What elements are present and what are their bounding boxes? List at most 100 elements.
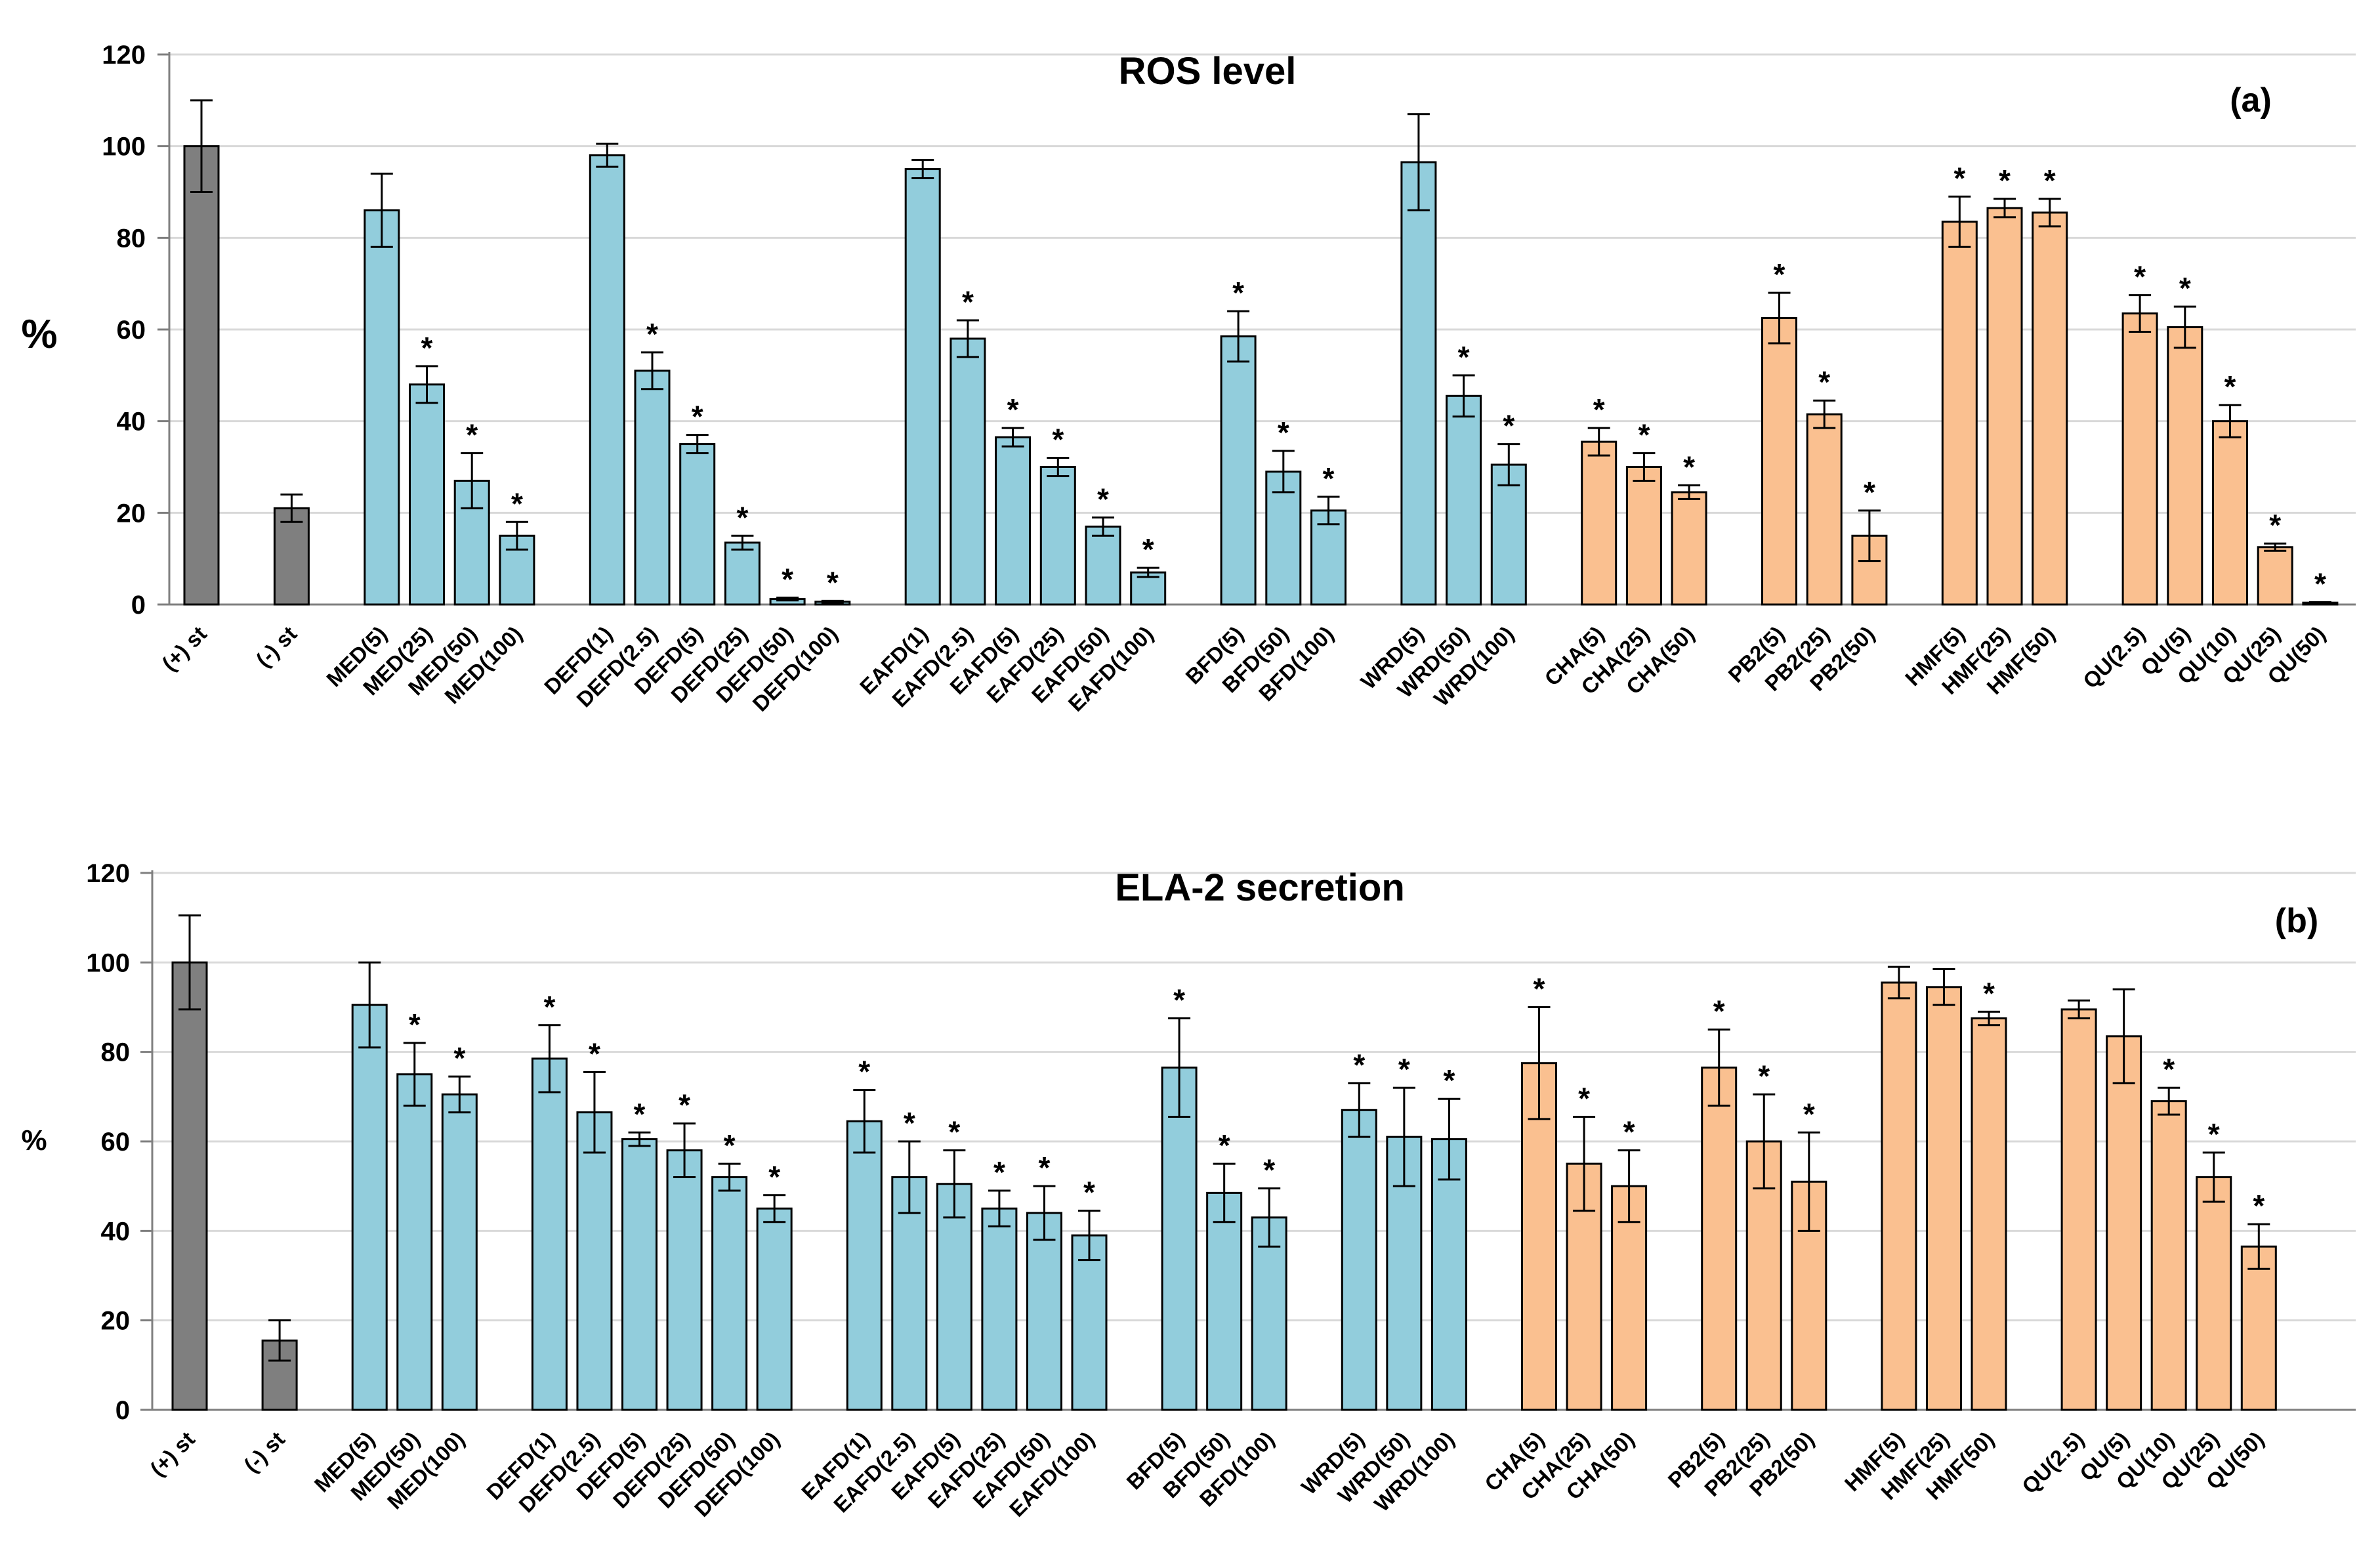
chart2-y-tick-label: 0 — [115, 1396, 130, 1425]
chart2-significance-marker: * — [409, 1008, 421, 1042]
chart1-significance-marker: * — [421, 331, 433, 365]
chart2-significance-marker: * — [634, 1097, 646, 1131]
chart1-significance-marker: * — [782, 562, 793, 597]
chart2-y-tick-label: 80 — [101, 1038, 131, 1067]
chart2-bar — [981, 1207, 1018, 1411]
chart2-bar — [1971, 1017, 2007, 1411]
chart1-y-tick-label: 20 — [117, 499, 146, 528]
chart1-significance-marker: * — [1142, 532, 1154, 566]
chart2-significance-marker: * — [768, 1160, 780, 1194]
chart2-significance-marker: * — [1398, 1052, 1410, 1086]
chart2-category-label: (-) st — [239, 1427, 289, 1477]
chart1-bar — [2121, 312, 2158, 606]
chart1-bar — [2167, 326, 2203, 606]
chart2-significance-marker: * — [543, 990, 555, 1024]
chart1-bar — [904, 168, 941, 606]
chart1-bar — [1220, 335, 1257, 606]
chart2-significance-marker: * — [904, 1106, 915, 1140]
chart2-bar — [2240, 1245, 2277, 1411]
chart1-y-tick-label: 40 — [117, 408, 146, 436]
chart2-bar — [1071, 1234, 1108, 1411]
chart1-significance-marker: * — [1007, 393, 1019, 427]
chart2-bar — [1881, 981, 1917, 1411]
chart2-bar — [441, 1093, 478, 1411]
chart1-category-label: QU(2.5) — [2078, 622, 2150, 693]
chart1-y-tick-label: 100 — [102, 133, 146, 161]
chart2-bar — [711, 1176, 748, 1411]
chart1-bar — [679, 443, 716, 606]
chart1-bar — [589, 154, 625, 606]
chart2-bar — [1925, 986, 1962, 1411]
chart1-bar — [1446, 394, 1482, 606]
chart1-significance-marker: * — [2134, 260, 2146, 294]
chart2-bar — [1611, 1185, 1648, 1411]
chart2-significance-marker: * — [1219, 1128, 1230, 1162]
chart2-significance-marker: * — [1803, 1097, 1815, 1131]
chart2-bar — [1701, 1067, 1738, 1411]
chart1-significance-marker: * — [692, 400, 703, 434]
chart2-bar — [1521, 1062, 1557, 1411]
chart1-bar — [1671, 491, 1707, 606]
chart2-significance-marker: * — [993, 1155, 1005, 1189]
chart2-y-tick-label: 120 — [86, 859, 130, 888]
chart1-category-label: (-) st — [251, 622, 302, 672]
chart2-category-label: QU(2.5) — [2017, 1427, 2089, 1498]
chart1-bar — [1400, 161, 1437, 606]
chart2-bar — [2060, 1008, 2097, 1411]
chart1-significance-marker: * — [962, 285, 974, 319]
chart1-significance-marker: * — [2179, 271, 2191, 305]
chart1-bar — [1581, 440, 1618, 606]
chart1-y-tick-label: 0 — [131, 591, 146, 620]
chart2-significance-marker: * — [1983, 976, 1995, 1010]
chart2-bar — [2196, 1176, 2232, 1411]
chart2-significance-marker: * — [1623, 1115, 1635, 1149]
chart2-significance-marker: * — [453, 1041, 465, 1075]
chart1-bar — [1806, 413, 1843, 606]
chart1-bar — [364, 209, 400, 606]
chart1-bar — [2212, 420, 2248, 606]
chart2-bar — [576, 1111, 613, 1411]
chart1-bar — [634, 370, 671, 606]
chart1-bar — [1310, 509, 1347, 606]
chart2-significance-marker: * — [1443, 1063, 1455, 1097]
chart2-significance-marker: * — [1713, 994, 1725, 1029]
chart2-significance-marker: * — [1758, 1059, 1770, 1093]
chart2-significance-marker: * — [1353, 1048, 1365, 1082]
chart1-bar — [1625, 466, 1662, 606]
chart1-title: ROS level — [1119, 50, 1297, 93]
chart1-significance-marker: * — [1232, 276, 1244, 310]
chart1-significance-marker: * — [1278, 415, 1289, 450]
chart1-significance-marker: * — [1638, 418, 1650, 452]
chart1-significance-marker: * — [2314, 567, 2326, 601]
chart1-significance-marker: * — [827, 565, 839, 599]
chart1-significance-marker: * — [646, 317, 658, 351]
chart2-bar — [1206, 1191, 1243, 1411]
chart2-bar — [531, 1057, 568, 1411]
chart1-bar — [995, 436, 1032, 606]
chart1-bar — [724, 541, 761, 606]
chart2-significance-marker: * — [679, 1088, 690, 1122]
chart1-significance-marker: * — [2044, 163, 2056, 198]
chart1-significance-marker: * — [1323, 461, 1335, 496]
chart2-bar — [666, 1149, 703, 1411]
chart2-y-tick-label: 60 — [101, 1128, 131, 1156]
chart1-y-tick-label: 60 — [117, 316, 146, 345]
chart1-bar — [950, 337, 986, 606]
chart2-bar — [1026, 1212, 1062, 1411]
chart1-bar — [183, 145, 220, 606]
chart2-significance-marker: * — [1083, 1176, 1095, 1210]
chart2-bar — [1251, 1216, 1287, 1411]
chart2-significance-marker: * — [948, 1115, 960, 1149]
chart2-significance-marker: * — [1578, 1082, 1590, 1116]
chart1-significance-marker: * — [1999, 163, 2011, 198]
chart2-category-label: (+) st — [145, 1427, 199, 1481]
chart1-significance-marker: * — [1953, 161, 1965, 195]
chart2-y-tick-label: 100 — [86, 948, 130, 977]
chart2-y-tick-label: 20 — [101, 1307, 131, 1336]
chart2-bar — [1341, 1109, 1377, 1411]
chart2-bar — [396, 1073, 433, 1411]
chart2-bar — [621, 1138, 658, 1411]
chart1-significance-marker: * — [466, 418, 478, 452]
chart2-bar — [756, 1207, 793, 1411]
